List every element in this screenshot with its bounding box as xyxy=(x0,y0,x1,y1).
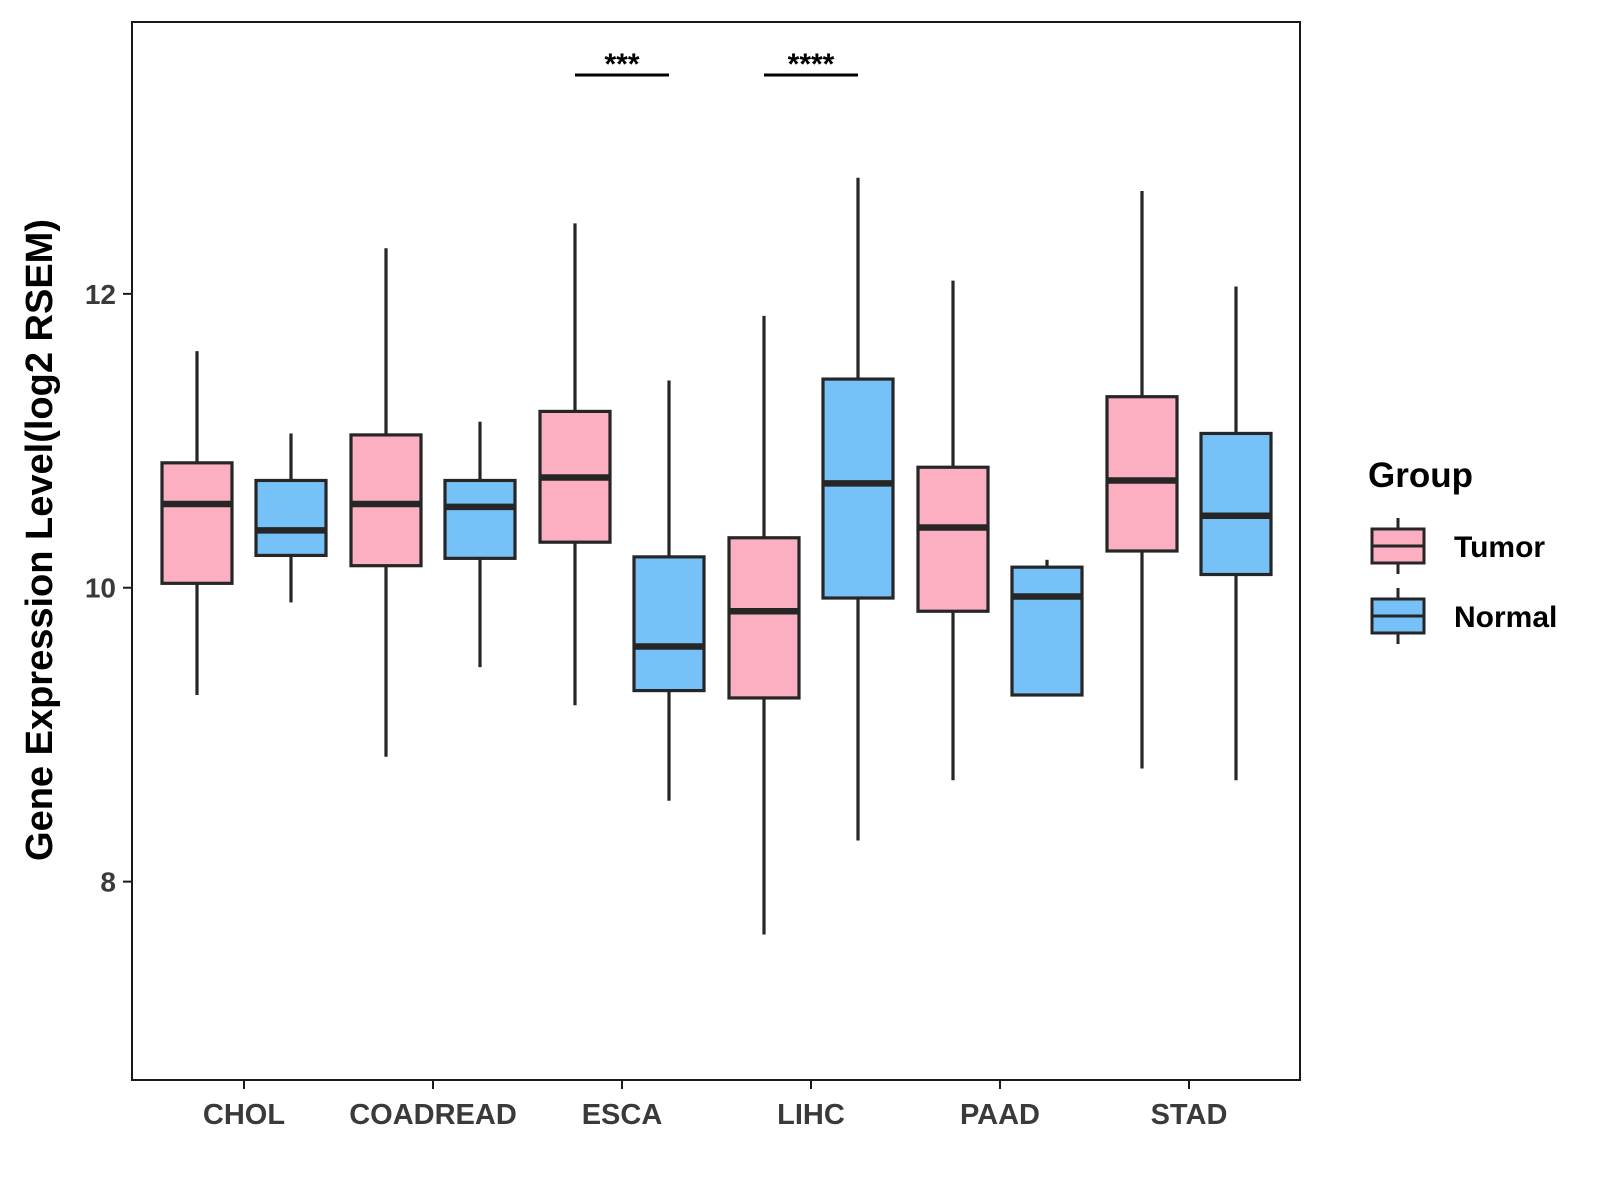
panel-border xyxy=(131,21,1301,1081)
significance-annotations: *** **** xyxy=(575,48,858,81)
box-normal-lihc xyxy=(821,177,895,841)
axes: Gene Expression Level(log2 RSEM) 8 10 12 CH… xyxy=(19,219,1227,1131)
box-tumor-chol xyxy=(160,351,234,696)
x-tick-label-stad: STAD xyxy=(1151,1099,1228,1131)
box-body xyxy=(254,478,328,558)
x-tick-label-coadread: COADREAD xyxy=(349,1099,517,1131)
box-tumor-lihc xyxy=(727,315,801,935)
box-body xyxy=(160,461,234,585)
box-normal-paad xyxy=(1010,559,1084,697)
box-tumor-stad xyxy=(1105,190,1179,769)
box-normal-esca xyxy=(632,380,706,801)
significance-stars: **** xyxy=(788,48,835,81)
box-body xyxy=(1105,395,1179,553)
y-tick-label: 8 xyxy=(100,867,116,898)
legend-item-tumor: Tumor xyxy=(1370,518,1545,574)
box-body xyxy=(632,555,706,693)
box-body xyxy=(1199,431,1273,577)
x-tick-label-chol: CHOL xyxy=(203,1099,285,1131)
y-axis-title: Gene Expression Level(log2 RSEM) xyxy=(19,219,61,861)
legend-title: Group xyxy=(1368,456,1473,495)
box-body xyxy=(821,377,895,600)
box-tumor-coadread xyxy=(349,248,423,757)
x-tick-label-esca: ESCA xyxy=(582,1099,663,1131)
box-body xyxy=(727,536,801,700)
box-body xyxy=(1010,565,1084,697)
x-tick-label-lihc: LIHC xyxy=(777,1099,845,1131)
significance-stars: *** xyxy=(604,48,639,81)
significance-lihc: **** xyxy=(764,48,858,81)
box-body xyxy=(443,478,517,560)
box-normal-stad xyxy=(1199,286,1273,781)
box-body xyxy=(349,433,423,568)
x-tick-label-paad: PAAD xyxy=(960,1099,1040,1131)
box-normal-chol xyxy=(254,433,328,603)
box-normal-coadread xyxy=(443,421,517,668)
plot-panel xyxy=(131,21,1301,1081)
significance-esca: *** xyxy=(575,48,669,81)
box-marks xyxy=(160,177,1273,935)
y-tick-label: 10 xyxy=(85,573,116,604)
box-tumor-esca xyxy=(538,223,612,706)
box-tumor-paad xyxy=(916,280,990,781)
legend: Group Tumor Normal xyxy=(1368,456,1557,644)
box-body xyxy=(916,465,990,613)
legend-label-tumor: Tumor xyxy=(1454,531,1545,564)
legend-label-normal: Normal xyxy=(1454,601,1557,634)
y-tick-label: 12 xyxy=(85,279,116,310)
legend-item-normal: Normal xyxy=(1370,588,1557,644)
